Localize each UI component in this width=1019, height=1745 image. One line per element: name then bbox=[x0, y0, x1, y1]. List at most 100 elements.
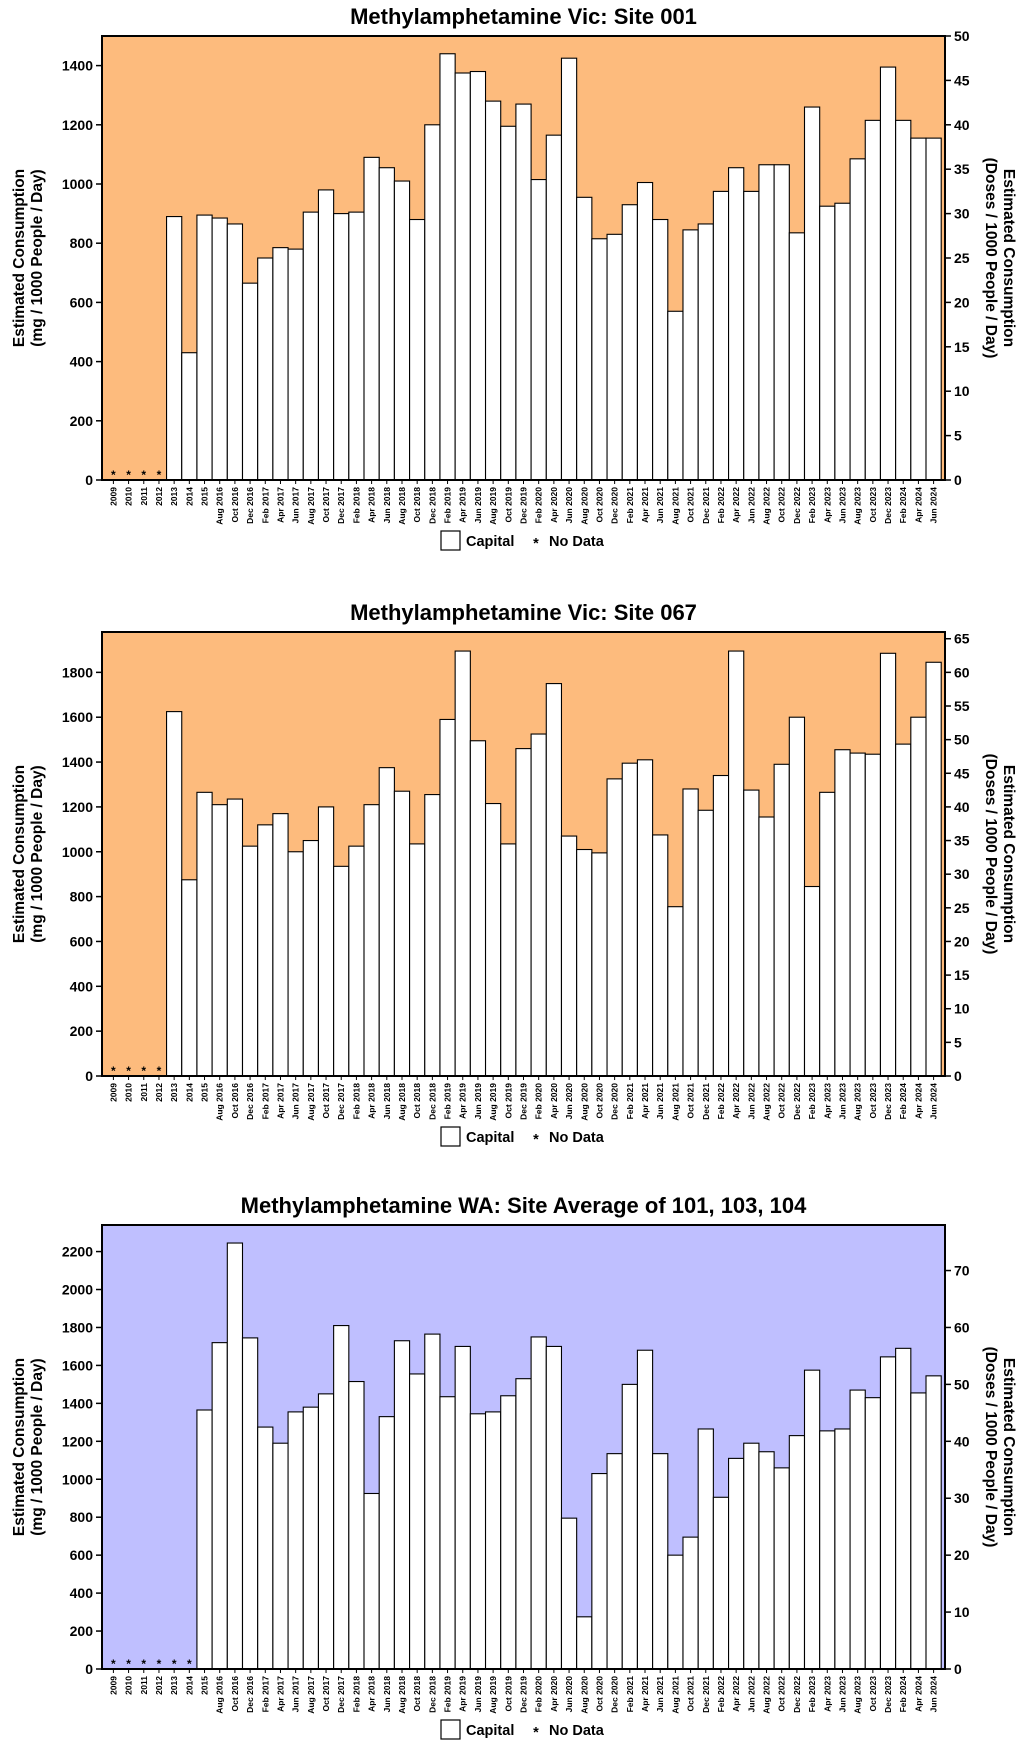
y-right-tick-label: 60 bbox=[954, 664, 970, 680]
bar bbox=[409, 218, 426, 481]
y-right-tick-label: 40 bbox=[954, 799, 970, 815]
x-tick-label: Jun 2022 bbox=[746, 1676, 756, 1713]
bar bbox=[925, 137, 942, 481]
y-right-tick-label: 35 bbox=[954, 833, 970, 849]
x-tick-label: Dec 2017 bbox=[336, 1676, 346, 1713]
no-data-marker: * bbox=[157, 1657, 162, 1671]
x-tick-label: Feb 2021 bbox=[625, 1676, 635, 1713]
x-tick-label: Oct 2023 bbox=[868, 487, 878, 523]
bar bbox=[424, 124, 441, 481]
x-tick-label: Feb 2023 bbox=[807, 1676, 817, 1713]
x-tick-label: Oct 2023 bbox=[868, 1676, 878, 1712]
bar bbox=[576, 196, 593, 481]
x-tick-label: Apr 2021 bbox=[640, 487, 650, 523]
bar bbox=[895, 119, 912, 481]
legend-no-data-label: No Data bbox=[549, 534, 605, 550]
y-tick-label: 1200 bbox=[62, 799, 93, 815]
bar bbox=[241, 1337, 259, 1670]
x-tick-label: Feb 2020 bbox=[534, 1083, 544, 1120]
bar bbox=[788, 232, 806, 481]
y-right-tick-label: 15 bbox=[954, 339, 970, 355]
bar bbox=[302, 211, 319, 481]
x-tick-label: Apr 2024 bbox=[913, 1676, 923, 1712]
bar bbox=[409, 843, 426, 1077]
x-tick-label: Dec 2018 bbox=[427, 1083, 437, 1120]
bar bbox=[500, 843, 517, 1077]
x-tick-label: Feb 2024 bbox=[898, 1676, 908, 1713]
x-tick-label: Oct 2023 bbox=[868, 1083, 878, 1119]
x-tick-label: Feb 2017 bbox=[260, 1083, 270, 1120]
x-tick-label: Jun 2019 bbox=[473, 1083, 483, 1120]
y-tick-label: 400 bbox=[70, 978, 94, 994]
x-tick-label: Oct 2021 bbox=[686, 1083, 696, 1119]
y-right-tick-label: 25 bbox=[954, 900, 970, 916]
y-tick-label: 600 bbox=[70, 294, 94, 310]
bar bbox=[910, 716, 927, 1077]
bar bbox=[439, 718, 456, 1077]
bar bbox=[348, 845, 365, 1077]
bar bbox=[424, 794, 441, 1077]
x-tick-label: 2011 bbox=[139, 1676, 149, 1695]
x-tick-label: Aug 2020 bbox=[579, 487, 589, 525]
bar bbox=[803, 1369, 821, 1670]
legend-no-data-label: No Data bbox=[549, 1723, 605, 1739]
x-tick-label: Aug 2017 bbox=[306, 487, 316, 525]
x-tick-label: Jun 2019 bbox=[473, 1676, 483, 1713]
x-tick-label: 2010 bbox=[124, 487, 134, 506]
bar bbox=[667, 310, 684, 481]
x-tick-label: Feb 2020 bbox=[534, 1676, 544, 1713]
bar bbox=[196, 214, 213, 481]
y-tick-label: 0 bbox=[85, 1661, 93, 1677]
y-right-tick-label: 50 bbox=[954, 1376, 970, 1392]
y-right-tick-label: 45 bbox=[954, 765, 970, 781]
x-tick-label: Dec 2018 bbox=[427, 1676, 437, 1713]
bar bbox=[530, 733, 547, 1077]
bar bbox=[621, 1383, 638, 1670]
y-right-tick-label: 60 bbox=[954, 1319, 970, 1335]
chart-title: Methylamphetamine WA: Site Average of 10… bbox=[241, 1193, 807, 1218]
x-tick-label: Feb 2018 bbox=[351, 1083, 361, 1120]
bar bbox=[743, 789, 760, 1077]
x-tick-label: Oct 2017 bbox=[321, 1083, 331, 1119]
y-right-tick-label: 5 bbox=[954, 428, 962, 444]
y-right-tick-label: 40 bbox=[954, 117, 970, 133]
bar bbox=[257, 824, 274, 1077]
bar bbox=[287, 1411, 304, 1670]
x-tick-label: Jun 2021 bbox=[655, 1083, 665, 1120]
legend-no-data-marker: * bbox=[533, 1725, 539, 1740]
x-tick-label: Apr 2017 bbox=[275, 487, 285, 523]
chart-panel-vic-001: Methylamphetamine Vic: Site 001 * 2009 * 201… bbox=[0, 0, 1019, 575]
x-tick-label: Jun 2020 bbox=[564, 487, 574, 524]
legend-no-data-marker: * bbox=[533, 1132, 539, 1148]
bar bbox=[424, 1333, 441, 1670]
y-tick-label: 800 bbox=[70, 1509, 94, 1525]
bar bbox=[545, 683, 563, 1077]
x-tick-label: Oct 2022 bbox=[777, 487, 787, 523]
x-tick-label: Feb 2018 bbox=[351, 1676, 361, 1713]
bar bbox=[515, 1378, 532, 1670]
no-data-marker: * bbox=[111, 468, 116, 482]
y-right-tick-label: 55 bbox=[954, 698, 970, 714]
x-tick-label: Feb 2019 bbox=[443, 487, 453, 524]
x-tick-label: Feb 2024 bbox=[898, 487, 908, 524]
x-tick-label: Apr 2020 bbox=[549, 487, 559, 523]
x-tick-label: Oct 2020 bbox=[594, 1083, 604, 1119]
bar bbox=[530, 1336, 547, 1670]
no-data-marker: * bbox=[141, 1657, 146, 1671]
bar bbox=[196, 1409, 213, 1670]
y-tick-label: 1800 bbox=[62, 1319, 93, 1335]
y-tick-label: 1200 bbox=[62, 117, 93, 133]
x-tick-label: Apr 2019 bbox=[458, 1676, 468, 1712]
chart-panel-vic-067: Methylamphetamine Vic: Site 067 * 2009 * 201… bbox=[0, 575, 1019, 1170]
x-tick-label: Jun 2020 bbox=[564, 1083, 574, 1120]
bar bbox=[454, 1345, 471, 1670]
bar bbox=[241, 282, 259, 481]
bar bbox=[879, 652, 897, 1077]
y-right-tick-label: 45 bbox=[954, 72, 970, 88]
x-tick-label: Apr 2020 bbox=[549, 1676, 559, 1712]
x-tick-label: Jun 2023 bbox=[837, 1676, 847, 1713]
bar bbox=[500, 125, 517, 481]
x-tick-label: Oct 2017 bbox=[321, 1676, 331, 1712]
x-tick-label: 2014 bbox=[184, 1083, 194, 1102]
bar bbox=[819, 1430, 836, 1670]
